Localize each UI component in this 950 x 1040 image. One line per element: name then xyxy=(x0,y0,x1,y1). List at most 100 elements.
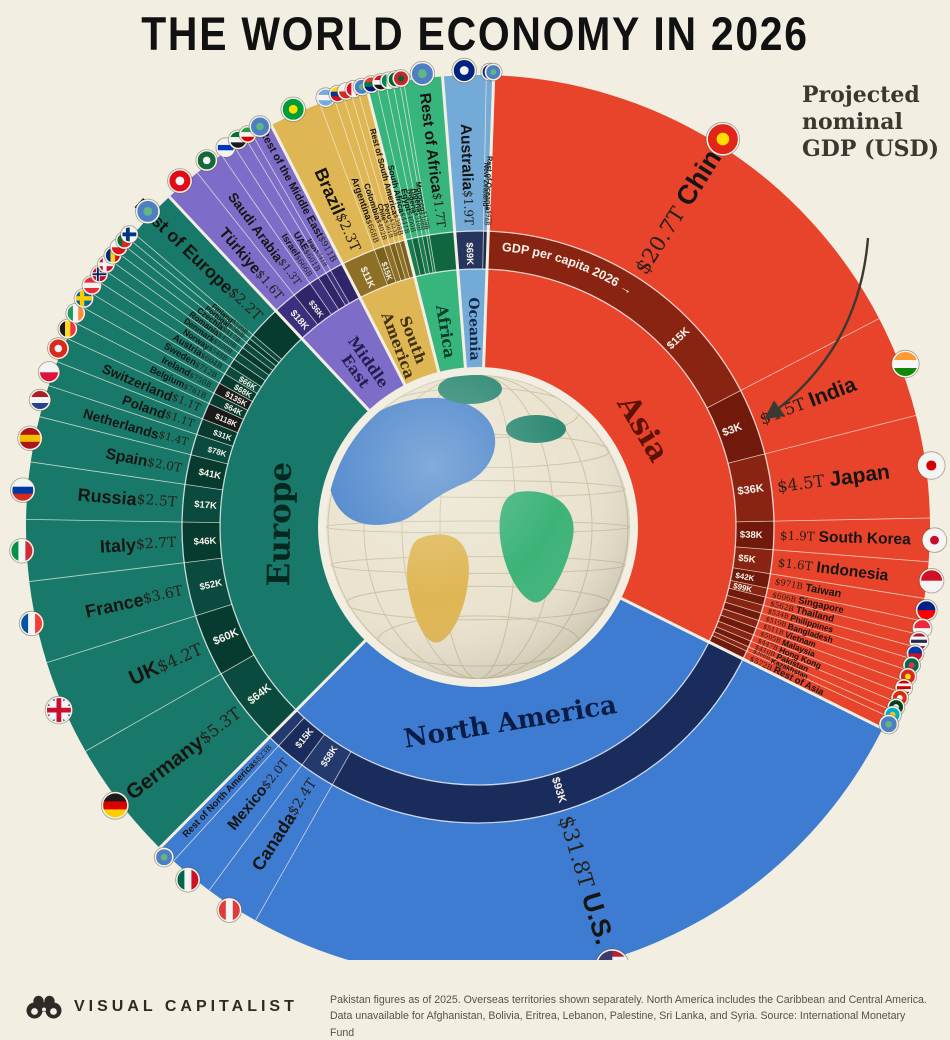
percapita-band-portugal xyxy=(246,338,280,367)
brand: VISUAL CAPITALIST xyxy=(24,994,298,1020)
footer: VISUAL CAPITALIST Pakistan figures as of… xyxy=(0,984,950,1040)
percapita-band-romania xyxy=(238,347,273,376)
percapita-band-india xyxy=(706,390,765,464)
percapita-band-china xyxy=(487,231,741,409)
percapita-band-russia xyxy=(182,484,223,523)
flag-saudi-arabia xyxy=(195,149,218,172)
flag-rest-of-the-middle-east xyxy=(248,115,272,138)
slice-nigeria xyxy=(385,83,423,238)
slice-switzerland xyxy=(57,338,209,419)
slice-brazil xyxy=(271,103,375,264)
slices xyxy=(25,75,930,960)
percapita-indonesia: $5K xyxy=(738,552,757,565)
label-russia: Russia$2.5T xyxy=(77,485,178,513)
percapita-band-belgium xyxy=(208,393,248,420)
slice-denmark xyxy=(105,261,239,360)
label-rest-of-oceania: Rest of Oceania$47B xyxy=(484,156,495,225)
percapita-band-taiwan xyxy=(730,567,771,589)
flags xyxy=(9,57,948,960)
continent-africa xyxy=(367,76,466,374)
label-indonesia: $1.6T Indonesia xyxy=(777,554,890,584)
percapita-band-morocco xyxy=(426,235,436,273)
label-italy: Italy$2.7T xyxy=(99,533,177,557)
percapita-band-italy xyxy=(181,522,222,563)
slice-uk xyxy=(46,615,221,752)
flag-china xyxy=(705,121,741,157)
percapita-band-egypt xyxy=(411,237,426,276)
percapita-band-rest-of-south-america xyxy=(399,240,415,279)
slice-netherlands xyxy=(39,385,197,455)
percapita-band-mexico xyxy=(278,717,325,765)
inner-ring-south-america xyxy=(359,276,440,387)
flag-rest-of-europe xyxy=(135,198,161,225)
slice-rest-of-asia xyxy=(742,651,889,729)
percapita-band-uk xyxy=(195,604,254,674)
percapita-band-rest-of-north-america xyxy=(269,710,305,746)
annotation-line-3: GDP (USD) xyxy=(802,135,940,162)
percapita-band-vietnam xyxy=(720,608,759,628)
continent-label-oceania: Oceania xyxy=(465,297,482,361)
slice-czechia xyxy=(118,245,247,348)
flag-russia xyxy=(10,477,36,503)
percapita-band-thailand xyxy=(726,588,766,606)
slice-argentina xyxy=(319,98,384,250)
slice-colombia xyxy=(334,95,390,247)
percapita-band-japan xyxy=(728,453,774,522)
flag-germany xyxy=(100,791,130,820)
percapita-band-indonesia xyxy=(732,546,774,574)
slice-algeria xyxy=(392,81,427,237)
flag-indonesia xyxy=(918,568,945,594)
slice-ireland xyxy=(74,307,220,394)
source-notes: Pakistan figures as of 2025. Overseas te… xyxy=(330,992,930,1040)
flag-uk xyxy=(44,695,74,725)
percapita-band-malaysia xyxy=(718,614,757,636)
slice-south-africa xyxy=(367,86,412,241)
annotation-line-2: nominal xyxy=(802,108,903,135)
percapita-band-israel xyxy=(309,277,339,315)
continent-south-america xyxy=(271,88,440,387)
percapita-band-pakistan xyxy=(713,626,752,647)
slice-peru xyxy=(350,91,400,243)
label-new-zealand: New Zealand$278B xyxy=(481,163,492,226)
percapita-band-algeria xyxy=(422,235,434,274)
slice-israel xyxy=(221,146,319,284)
slice-sweden xyxy=(82,293,225,384)
flag-south-korea xyxy=(921,527,948,553)
percapita-france: $52K xyxy=(199,577,224,593)
percapita-band-colombia xyxy=(383,244,401,283)
percapita-band-singapore xyxy=(728,580,768,598)
slice-canada xyxy=(209,764,333,921)
percapita-band-netherlands xyxy=(190,434,233,465)
flag-finland xyxy=(120,225,139,244)
gdp-annotation: Projected nominal GDP (USD) xyxy=(802,82,950,162)
percapita-band-austria xyxy=(224,366,262,394)
percapita-band-norway xyxy=(229,359,266,387)
flag-rest-of-africa xyxy=(409,60,436,87)
sunburst-chart: $20.7T China$4.5T India$3K$4.5T Japan$36… xyxy=(9,57,948,960)
slice-iran xyxy=(245,135,331,273)
note-line-2: Data unavailable for Afghanistan, Bolivi… xyxy=(330,1010,906,1039)
slice-philippines xyxy=(761,605,914,659)
percapita-band-u-s xyxy=(332,642,743,823)
slice-kazakhstan xyxy=(746,646,892,717)
percapita-band-nigeria xyxy=(417,236,430,275)
percapita-australia: $69K xyxy=(464,242,476,265)
flag-japan xyxy=(917,451,946,480)
percapita-band-rest-of-europe xyxy=(252,310,302,360)
slice-egypt xyxy=(376,84,418,239)
slice-u-s xyxy=(255,658,883,960)
slice-mexico xyxy=(173,745,302,891)
percapita-band-bangladesh xyxy=(722,602,762,621)
percapita-band-peru xyxy=(394,241,410,280)
continent-middle-east xyxy=(169,125,406,412)
flag-sweden xyxy=(73,288,95,309)
flag-belgium xyxy=(57,318,78,340)
brand-name: VISUAL CAPITALIST xyxy=(74,998,298,1015)
percapita-band-czechia xyxy=(242,342,277,371)
percapita-band-australia xyxy=(454,231,484,270)
binoculars-icon xyxy=(26,995,62,1019)
percapita-band-poland xyxy=(196,418,238,447)
slice-hong-kong xyxy=(751,635,899,702)
flag-t-rkiye xyxy=(167,168,193,194)
